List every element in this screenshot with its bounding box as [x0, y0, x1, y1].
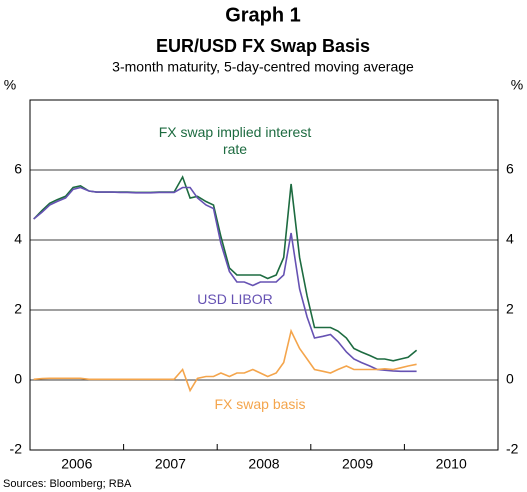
y-tick-label-right: 0	[506, 371, 514, 387]
y-tick-label-right: 2	[506, 301, 514, 317]
plot-frame	[29, 99, 499, 451]
y-tick-label-right: -2	[506, 441, 519, 457]
chart-subtitle: EUR/USD FX Swap Basis	[156, 36, 370, 56]
y-tick-label: 2	[14, 301, 22, 317]
chart-description: 3-month maturity, 5-day-centred moving a…	[112, 59, 414, 75]
label-implied: FX swap implied interest rate	[158, 124, 312, 157]
series-line	[33, 186, 417, 373]
y-tick-label: -2	[10, 441, 23, 457]
source: Sources: Bloomberg; RBA	[3, 478, 132, 490]
y-tick-label: 6	[14, 161, 22, 177]
x-tick-label: 2007	[155, 456, 186, 472]
x-tick-label: 2006	[61, 456, 92, 472]
x-tick-label: 2010	[436, 456, 467, 472]
chart-title: Graph 1	[225, 4, 301, 26]
x-tick-label: 2008	[248, 456, 279, 472]
y-unit-right: %	[511, 77, 523, 93]
y-tick-label-right: 4	[506, 231, 514, 247]
y-tick-label-right: 6	[506, 161, 514, 177]
label-basis: FX swap basis	[214, 396, 306, 412]
y-unit-left: %	[4, 77, 16, 93]
y-tick-label: 4	[14, 231, 22, 247]
y-tick-label: 0	[14, 371, 22, 387]
x-tick-label: 2009	[342, 456, 373, 472]
series-line	[33, 175, 418, 362]
label-libor: USD LIBOR	[197, 291, 273, 307]
series-line	[33, 328, 417, 393]
